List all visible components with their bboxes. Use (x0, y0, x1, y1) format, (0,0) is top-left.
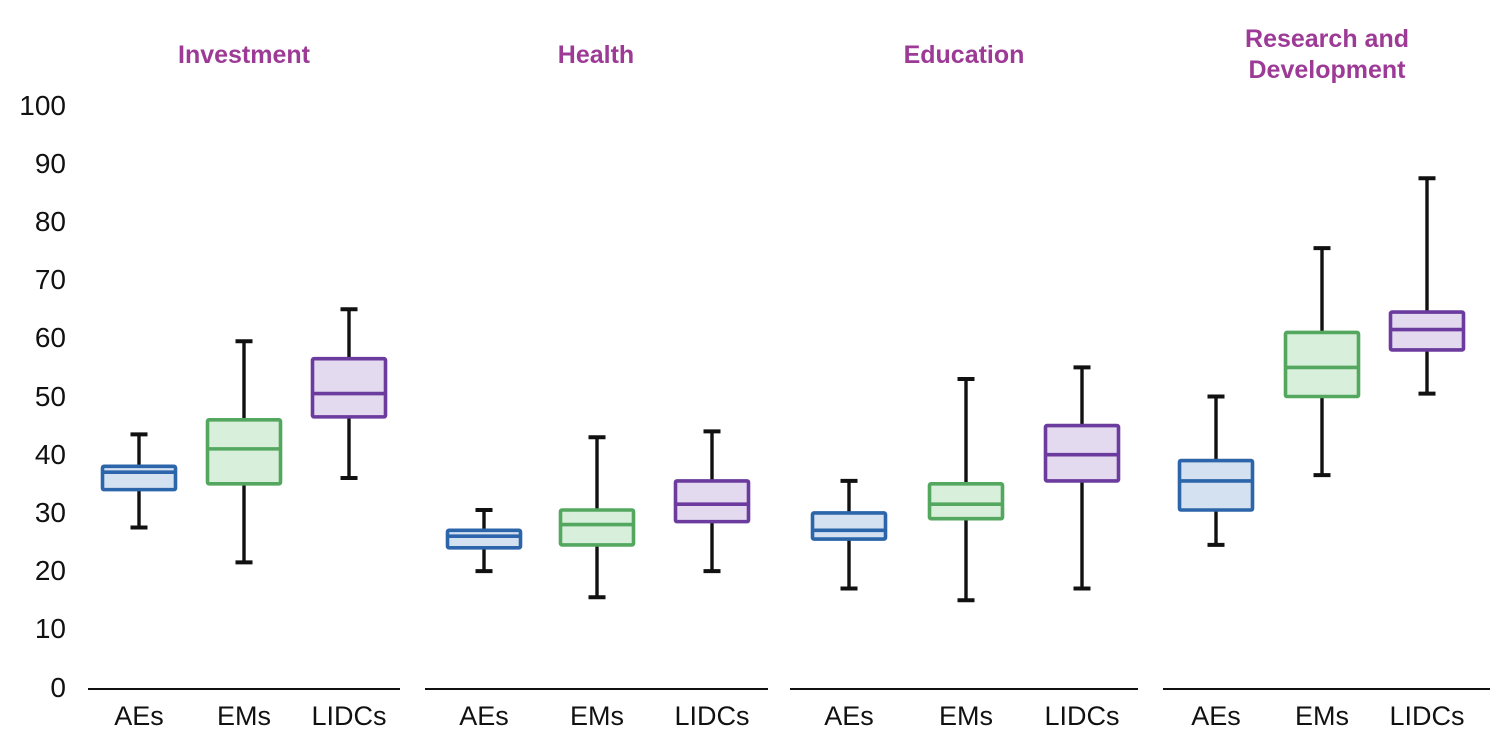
y-tick-label: 70 (34, 264, 66, 296)
category-label: EMs (217, 701, 271, 731)
category-label: AEs (114, 701, 164, 731)
y-tick-label: 90 (34, 147, 66, 179)
y-tick-label: 30 (34, 496, 66, 528)
y-tick-label: 80 (34, 205, 66, 237)
box-ems (205, 417, 283, 486)
box-aes (810, 511, 888, 541)
y-tick-label: 100 (19, 89, 66, 121)
category-label: EMs (939, 701, 993, 731)
category-label: LIDCs (1044, 701, 1120, 731)
category-label: LIDCs (1389, 701, 1465, 731)
box-aes (445, 528, 523, 550)
box-lidcs (310, 356, 388, 419)
category-label: AEs (1191, 701, 1241, 731)
box-ems (1283, 330, 1361, 399)
box-aes (1177, 458, 1255, 512)
category-label: LIDCs (311, 701, 387, 731)
y-tick-label: 0 (50, 671, 66, 703)
group-title: Investment (178, 40, 310, 69)
category-label: AEs (459, 701, 509, 731)
category-label: EMs (1295, 701, 1349, 731)
group-title: Health (557, 40, 635, 69)
box-lidcs (673, 479, 751, 524)
y-tick-label: 40 (34, 438, 66, 470)
y-tick-label: 20 (34, 555, 66, 587)
y-tick-label: 10 (34, 613, 66, 645)
box-ems (558, 508, 636, 547)
y-tick-label: 60 (34, 322, 66, 354)
category-label: AEs (824, 701, 874, 731)
category-label: LIDCs (674, 701, 750, 731)
y-tick-label: 50 (34, 380, 66, 412)
group-title: Education (903, 40, 1025, 69)
box-ems (927, 481, 1005, 521)
box-aes (100, 464, 178, 492)
category-label: EMs (570, 701, 624, 731)
group-title: Research and Development (1245, 25, 1409, 84)
